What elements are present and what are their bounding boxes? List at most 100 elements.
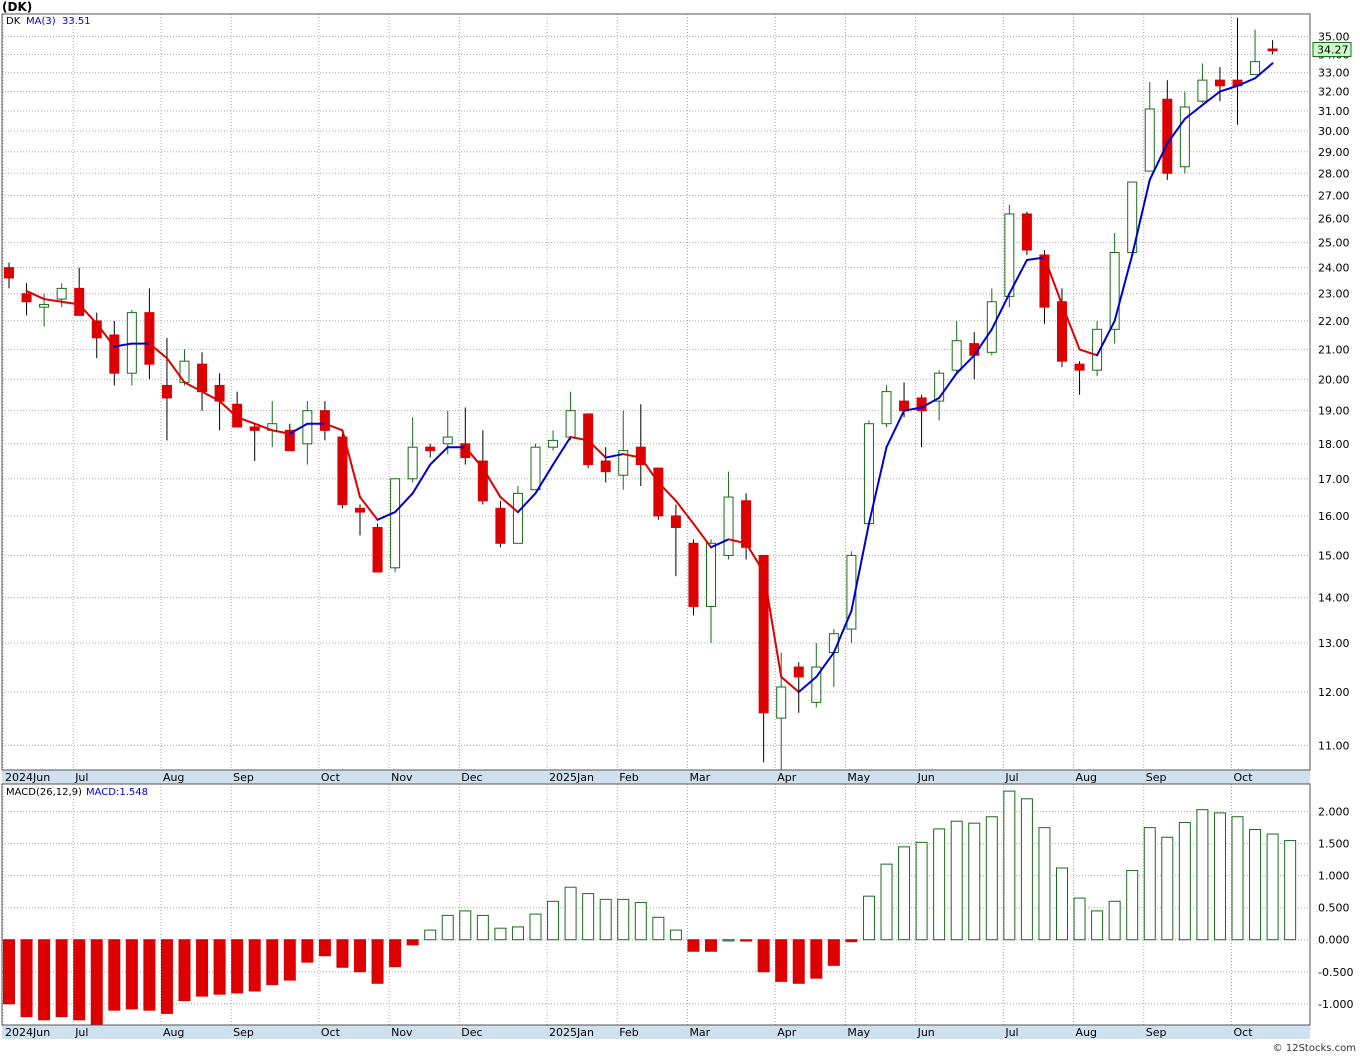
candle-body <box>653 467 664 517</box>
watermark: © 12Stocks.com <box>1273 1043 1356 1054</box>
candle-body <box>21 293 32 303</box>
macd-bar <box>1231 816 1244 941</box>
price-x-tick-label: May <box>847 771 870 784</box>
candle <box>986 288 997 356</box>
macd-x-tick-label: Feb <box>619 1026 638 1039</box>
candle <box>1004 204 1015 308</box>
price-y-tick-label: 26.00 <box>1318 213 1350 226</box>
price-x-tick-label: 2025Jan <box>549 771 594 784</box>
candle <box>372 523 383 573</box>
ma-segment <box>516 492 537 514</box>
macd-bar <box>582 893 595 941</box>
candle <box>460 407 471 465</box>
macd-bar <box>354 939 366 973</box>
macd-bar <box>301 939 314 963</box>
price-y-tick-label: 31.00 <box>1318 105 1350 118</box>
candle <box>881 385 892 428</box>
candle-body <box>512 492 523 544</box>
candle-body <box>1039 254 1050 308</box>
ma-segment <box>288 422 309 435</box>
price-y-tick-label: 21.00 <box>1318 343 1350 356</box>
ma-segment <box>218 400 239 419</box>
macd-x-tick-label: Oct <box>321 1026 341 1039</box>
ma-segment <box>183 381 204 393</box>
macd-bar <box>652 916 665 941</box>
macd-bar <box>1213 812 1226 941</box>
macd-bar <box>950 820 963 941</box>
macd-bar <box>687 939 700 952</box>
ma-segment <box>587 439 607 459</box>
candle-body <box>4 267 14 279</box>
candle-body <box>951 340 962 371</box>
price-ma-line <box>25 62 1274 694</box>
candle-body <box>618 450 629 476</box>
candle-body <box>1267 48 1278 52</box>
candle <box>741 493 752 560</box>
macd-bar <box>898 846 911 941</box>
macd-x-tick-label: Aug <box>163 1026 184 1039</box>
macd-x-tick-label: Jun <box>917 1026 935 1039</box>
price-y-tick-label: 24.00 <box>1318 262 1350 275</box>
macd-x-tick-label: 2025Jan <box>549 1026 594 1039</box>
candle-body <box>548 439 559 448</box>
ma-segment <box>236 416 256 425</box>
macd-bar <box>406 939 419 946</box>
candle-body <box>1250 61 1261 76</box>
candle-body <box>39 303 50 308</box>
ma-segment <box>1113 254 1134 322</box>
price-grid <box>2 14 1310 770</box>
candle <box>74 267 85 316</box>
ma-segment <box>990 292 1011 331</box>
macd-bar <box>1091 910 1104 941</box>
candle <box>1109 232 1120 344</box>
candle <box>4 262 14 289</box>
macd-x-tick-label: Jul <box>1004 1026 1018 1039</box>
ma-segment <box>1218 84 1239 93</box>
macd-bar <box>125 939 138 1010</box>
candle-body <box>284 429 295 452</box>
ma-segment <box>815 651 835 678</box>
ma-segment <box>376 511 397 521</box>
candle <box>934 370 945 421</box>
ma-segment <box>797 675 818 694</box>
price-x-tick-label: Oct <box>321 771 341 784</box>
macd-x-tick-label: Dec <box>461 1026 482 1039</box>
macd-bar <box>3 939 15 1005</box>
price-x-tick-label: Jul <box>74 771 88 784</box>
macd-bar <box>1266 833 1279 941</box>
ma-segment <box>534 463 555 495</box>
candle-body <box>161 384 172 399</box>
macd-bar <box>827 939 840 966</box>
macd-bar <box>547 900 560 941</box>
macd-bar <box>880 863 893 941</box>
candle-body <box>144 312 155 365</box>
candle-body <box>109 334 120 374</box>
macd-bar <box>424 929 437 941</box>
candle-body <box>688 542 699 607</box>
macd-y-tick-label: 0.500 <box>1318 902 1350 915</box>
ma-segment <box>1008 259 1028 295</box>
macd-panel-frame <box>1 783 1311 1026</box>
ma-segment <box>692 522 712 549</box>
candle <box>530 443 541 491</box>
ma-segment <box>113 342 133 348</box>
macd-bar <box>441 914 454 941</box>
macd-bar <box>55 939 68 1018</box>
macd-y-tick-label: 2.000 <box>1318 806 1350 819</box>
ma-segment <box>271 429 291 435</box>
candle-body <box>425 446 436 452</box>
macd-bar <box>283 939 296 981</box>
macd-bar <box>985 816 998 941</box>
candle-body <box>1144 108 1155 172</box>
ma-segment <box>622 453 642 459</box>
price-y-tick-label: 23.00 <box>1318 288 1350 301</box>
candle-body <box>881 391 892 425</box>
candle-body <box>1109 252 1120 330</box>
candle-body <box>249 426 260 431</box>
ma-segment <box>762 570 783 678</box>
macd-bars <box>3 790 1297 1027</box>
candle <box>1250 29 1261 76</box>
candle-body <box>355 507 365 513</box>
candle <box>1144 82 1155 172</box>
macd-bar <box>599 898 612 941</box>
